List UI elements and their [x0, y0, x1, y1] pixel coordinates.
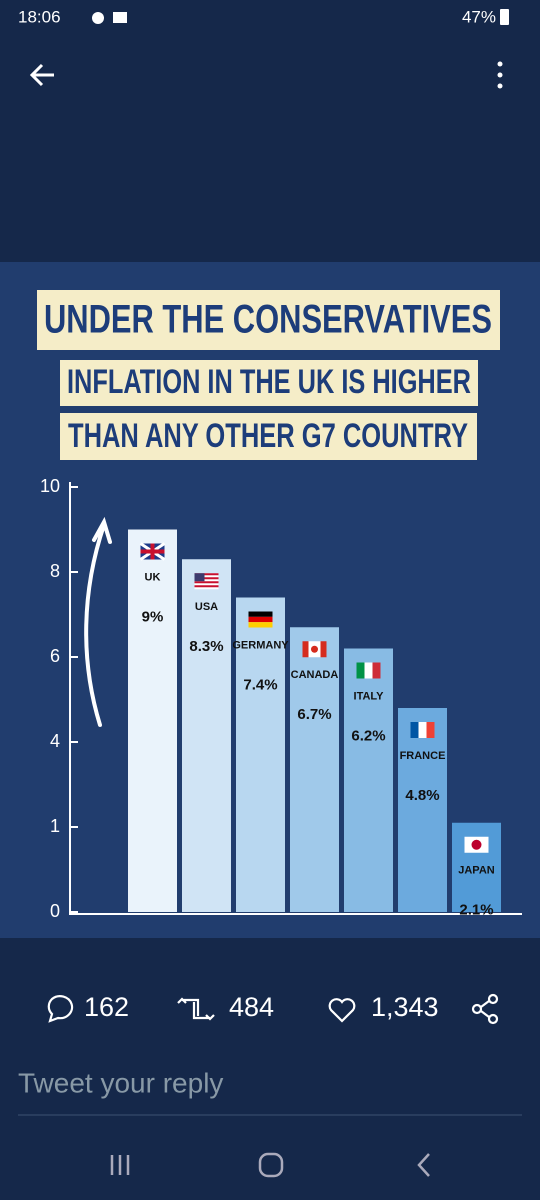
retweet-button[interactable] — [177, 997, 215, 1021]
retweet-count: 484 — [229, 992, 274, 1022]
like-count: 1,343 — [371, 992, 439, 1022]
flag — [364, 662, 373, 679]
title-box — [60, 360, 478, 406]
category-label: FRANCE — [400, 750, 446, 762]
menu-button[interactable] — [497, 61, 503, 89]
flag-icon — [464, 836, 489, 853]
value-label: 8.3% — [189, 638, 223, 655]
plot: 0 1 4 6 8 10 UK 9% USA 8.3% GERMANY 7.4% CANADA 6.7% I… — [40, 476, 501, 921]
back-nav-button[interactable] — [417, 1153, 430, 1177]
reply-button[interactable] — [47, 995, 74, 1023]
title-box — [60, 413, 477, 460]
share-button[interactable] — [471, 993, 499, 1025]
recents-button[interactable] — [110, 1155, 130, 1175]
flag-icon — [248, 611, 273, 628]
y-tick-label: 0 — [50, 901, 60, 921]
flag — [194, 577, 219, 580]
battery-icon — [500, 9, 509, 25]
chart-subtitle: THAN ANY OTHER G7 COUNTRY — [68, 417, 468, 455]
action-icons — [47, 993, 499, 1025]
like-button[interactable] — [328, 998, 356, 1023]
flag — [311, 645, 318, 653]
flag — [194, 573, 205, 582]
arrow — [84, 516, 112, 727]
category-label: ITALY — [354, 690, 385, 702]
category-label: USA — [195, 601, 218, 613]
value-label: 9% — [142, 608, 164, 625]
flag — [372, 662, 381, 679]
category-label: UK — [145, 571, 161, 583]
flag — [248, 622, 273, 628]
flag — [356, 662, 365, 679]
flag-icon — [302, 641, 327, 658]
flag — [302, 641, 309, 658]
value-label: 2.1% — [459, 902, 493, 919]
flag-icon — [356, 662, 381, 679]
flag — [194, 581, 219, 584]
bar — [290, 627, 339, 912]
bar — [182, 559, 231, 912]
flag — [471, 839, 482, 850]
value-label: 7.4% — [243, 676, 277, 693]
flag — [320, 641, 327, 658]
flag — [418, 722, 427, 738]
status-icon — [113, 12, 127, 23]
y-tick-label: 10 — [40, 476, 60, 496]
flag-icon — [139, 542, 166, 561]
bar — [344, 648, 393, 912]
category-label: JAPAN — [458, 865, 495, 877]
reply-count: 162 — [84, 992, 129, 1022]
flag — [248, 616, 273, 623]
bar — [398, 708, 447, 912]
reply-input[interactable]: Tweet your reply — [18, 1067, 223, 1098]
flag — [426, 722, 435, 738]
y-tick-label: 1 — [50, 816, 60, 836]
flag — [248, 611, 273, 617]
back-button[interactable] — [29, 63, 54, 87]
flag-icon — [410, 722, 435, 738]
flag — [140, 543, 165, 560]
status-time: 18:06 — [18, 7, 61, 26]
status-battery: 47% — [462, 7, 496, 26]
bar — [128, 529, 177, 912]
y-tick-label: 8 — [50, 561, 60, 581]
flag — [410, 722, 419, 738]
flag — [194, 585, 219, 588]
category-label: CANADA — [291, 669, 339, 681]
flag — [194, 573, 219, 576]
value-label: 4.8% — [405, 787, 439, 804]
chart-title: UNDER THE CONSERVATIVES — [44, 298, 492, 342]
value-label: 6.7% — [297, 706, 331, 723]
flag-icon — [194, 573, 219, 590]
bar — [236, 597, 285, 912]
nav-bar — [110, 1152, 430, 1178]
y-tick-label: 6 — [50, 646, 60, 666]
home-button[interactable] — [258, 1152, 284, 1178]
y-tick-label: 4 — [50, 731, 60, 751]
status-icon — [92, 12, 104, 24]
category-label: GERMANY — [232, 639, 289, 651]
value-label: 6.2% — [351, 727, 385, 744]
chart-subtitle: INFLATION IN THE UK IS HIGHER — [67, 363, 471, 401]
title-box — [37, 290, 500, 350]
